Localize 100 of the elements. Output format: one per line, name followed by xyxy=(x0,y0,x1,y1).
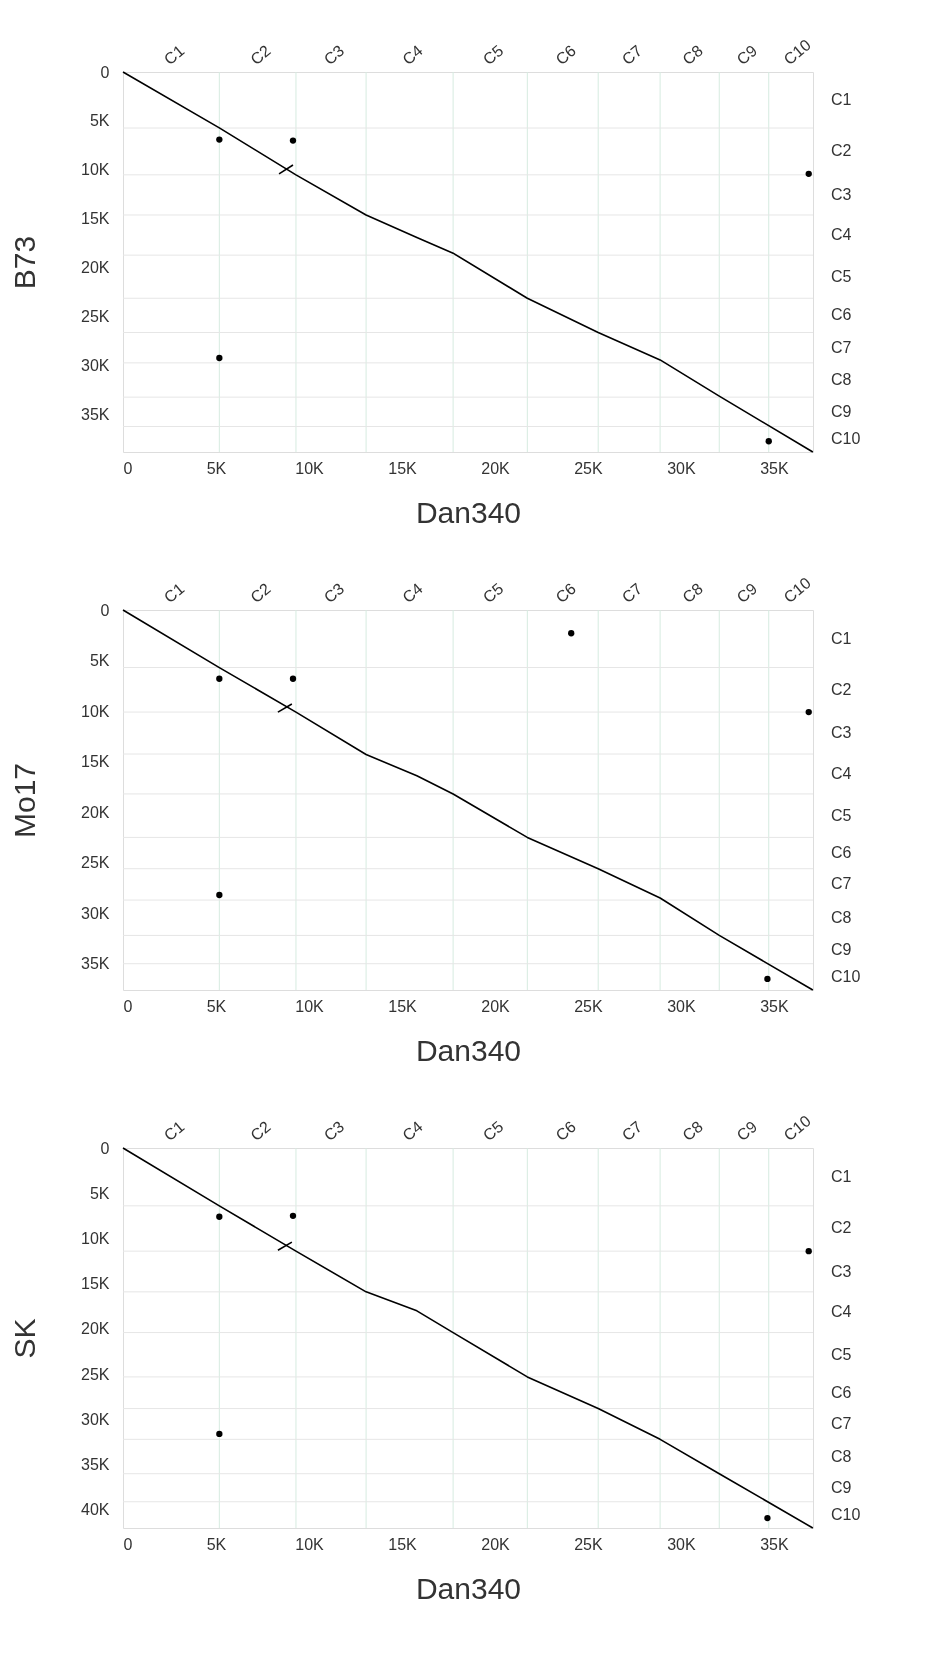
y-tick-label: 25K xyxy=(81,1365,110,1383)
text: C4 xyxy=(831,1303,852,1321)
x-tick-label: 20K xyxy=(481,1535,511,1553)
y-tick-label: 15K xyxy=(81,210,110,228)
text: C2 xyxy=(247,41,274,68)
x-tick-label: 30K xyxy=(667,459,697,477)
y-tick-label: 20K xyxy=(81,1320,110,1338)
x-tick-label: 30K xyxy=(667,1535,697,1553)
text: C7 xyxy=(831,875,852,893)
text: C9 xyxy=(733,1117,761,1144)
y-tick-label: 0 xyxy=(100,1139,110,1157)
x-tick-label: 15K xyxy=(388,459,418,477)
text: C1 xyxy=(831,1167,852,1185)
text: C5 xyxy=(831,1345,852,1363)
y-tick-label: 0 xyxy=(100,63,110,81)
text: C3 xyxy=(831,724,852,742)
y-tick-label: 20K xyxy=(81,259,110,277)
y-tick-label: 15K xyxy=(81,1275,110,1293)
text: C2 xyxy=(831,680,852,698)
x-tick-label: 25K xyxy=(574,1535,604,1553)
text: C3 xyxy=(320,1117,348,1144)
x-tick-label: 15K xyxy=(388,1535,418,1553)
x-tick-label: 25K xyxy=(574,997,604,1015)
text: C8 xyxy=(831,1447,852,1465)
y-tick-label: 5K xyxy=(89,1184,110,1202)
y-tick-label: 30K xyxy=(81,357,110,375)
line-series xyxy=(122,71,814,453)
text: C5 xyxy=(479,1117,507,1144)
x-tick-label: 20K xyxy=(481,459,511,477)
x-tick-label: 15K xyxy=(388,997,418,1015)
y-tick-label: 10K xyxy=(81,702,110,720)
x-axis-title: Dan340 xyxy=(415,1571,522,1605)
text: C3 xyxy=(320,579,348,606)
y-tick-label: 0 xyxy=(100,601,110,619)
text: C1 xyxy=(160,579,188,606)
text: C1 xyxy=(831,91,852,109)
x-tick-label: 5K xyxy=(206,997,227,1015)
point xyxy=(765,438,772,445)
text: C10 xyxy=(780,36,814,68)
text: C1 xyxy=(160,1117,188,1144)
text: C3 xyxy=(831,1262,852,1280)
y-tick-label: 35K xyxy=(81,406,110,424)
text: C1 xyxy=(160,41,188,68)
x-tick-label: 25K xyxy=(574,459,604,477)
point xyxy=(805,708,812,716)
x-tick-label: 35K xyxy=(760,459,790,477)
text: C4 xyxy=(399,579,426,606)
y-tick-label: 30K xyxy=(81,904,110,922)
x-tick-label: 35K xyxy=(760,1535,790,1553)
x-tick-label: 20K xyxy=(481,997,511,1015)
text: C5 xyxy=(831,267,852,285)
point xyxy=(764,1514,771,1522)
x-tick-label: 10K xyxy=(295,1535,325,1553)
x-tick-label: 30K xyxy=(667,997,697,1015)
text: C10 xyxy=(831,430,861,448)
x-tick-label: 5K xyxy=(206,1535,227,1553)
y-tick-label: 15K xyxy=(81,753,110,771)
point xyxy=(216,675,223,682)
point xyxy=(764,975,771,983)
text: C4 xyxy=(399,41,426,68)
text: C2 xyxy=(831,142,852,160)
line-series xyxy=(122,1147,814,1529)
x-axis-title: Dan340 xyxy=(415,1033,522,1067)
text: C6 xyxy=(552,41,580,68)
text: C8 xyxy=(679,1117,706,1144)
text: C5 xyxy=(479,579,507,606)
text: C7 xyxy=(618,579,646,606)
text: C3 xyxy=(831,185,852,203)
text: C7 xyxy=(618,1117,646,1144)
x-axis-title: Dan340 xyxy=(415,495,522,529)
text: C9 xyxy=(831,402,852,420)
point xyxy=(289,675,297,682)
point xyxy=(216,891,223,899)
x-tick-label: 5K xyxy=(206,459,227,477)
text: C2 xyxy=(831,1219,852,1237)
y-tick-label: 5K xyxy=(89,652,110,670)
y-tick-label: 35K xyxy=(81,955,110,973)
text: C1 xyxy=(831,629,852,647)
point xyxy=(216,1430,223,1438)
point xyxy=(216,1213,223,1220)
text: C4 xyxy=(399,1117,426,1144)
y-tick-label: 30K xyxy=(81,1410,110,1428)
text: C3 xyxy=(320,41,348,68)
y-tick-label: 25K xyxy=(81,854,110,872)
point xyxy=(289,1212,297,1220)
y-tick-label: 35K xyxy=(81,1456,110,1474)
text: C10 xyxy=(831,1505,861,1523)
text: C2 xyxy=(247,579,274,606)
y-tick-label: 5K xyxy=(89,112,110,130)
text: C6 xyxy=(552,1117,580,1144)
y-axis-title: Mo17 xyxy=(8,762,42,839)
point xyxy=(216,136,223,143)
text: C10 xyxy=(780,574,814,606)
text: C9 xyxy=(733,41,761,68)
text: C10 xyxy=(831,967,861,985)
x-tick-label: 35K xyxy=(760,997,790,1015)
text: C8 xyxy=(679,579,706,606)
y-axis-title: SK xyxy=(8,1318,42,1359)
x-tick-label: 0 xyxy=(123,459,133,477)
text: C6 xyxy=(831,1383,852,1401)
